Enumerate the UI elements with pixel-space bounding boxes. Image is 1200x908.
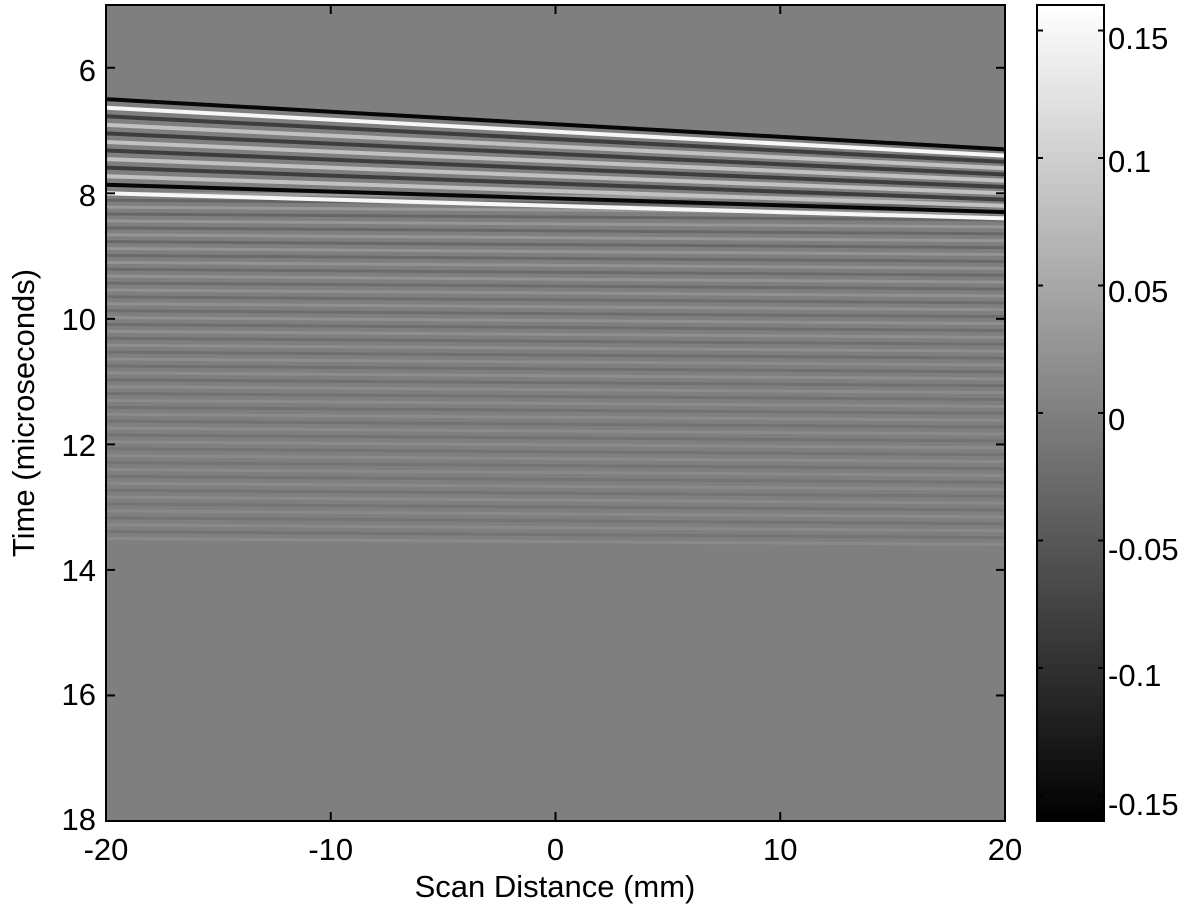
reflection-streak	[106, 122, 1005, 171]
ringing-line	[106, 253, 1005, 263]
ringing-line	[106, 357, 1005, 367]
ringing-line	[106, 509, 1005, 519]
x-tick-label: 10	[763, 832, 797, 867]
ringing-line	[106, 502, 1005, 512]
ringing-line	[106, 191, 1005, 201]
ringing-line	[106, 343, 1005, 353]
y-tick-marks	[106, 66, 1005, 822]
y-tick-label: 16	[62, 677, 96, 712]
ringing-line	[106, 267, 1005, 277]
reflection-streak	[106, 174, 1005, 208]
x-tick-label: 20	[988, 832, 1022, 867]
ringing-line	[106, 495, 1005, 505]
ringing-line	[106, 274, 1005, 284]
ringing-line	[106, 474, 1005, 484]
ringing-line	[106, 371, 1005, 381]
colorbar-tick-marks	[1037, 29, 1104, 797]
ringing-line	[106, 322, 1005, 332]
y-axis-label: Time (microseconds)	[6, 269, 41, 557]
ringing-line	[106, 419, 1005, 429]
reflection-streak	[106, 97, 1005, 152]
ringing-line	[106, 219, 1005, 229]
ringing-line	[106, 350, 1005, 360]
x-tick-marks	[105, 5, 1006, 821]
ringing-line	[106, 295, 1005, 305]
ringing-line	[106, 226, 1005, 236]
reflection-streak	[106, 165, 1005, 202]
reflection-streak	[106, 105, 1005, 158]
y-tick-label: 8	[79, 178, 96, 213]
ringing-line	[106, 412, 1005, 422]
ringing-line	[106, 537, 1005, 547]
colorbar-tick-label: -0.1	[1108, 658, 1161, 693]
ringing-line	[106, 260, 1005, 270]
ringing-line	[106, 233, 1005, 243]
reflection-streak	[106, 139, 1005, 183]
ringing-line	[106, 198, 1005, 208]
ringing-line	[106, 309, 1005, 319]
reflection-streak	[106, 182, 1005, 215]
reflection-streak	[106, 191, 1005, 221]
x-tick-label: -20	[84, 832, 129, 867]
ringing-line	[106, 481, 1005, 491]
y-tick-label: 14	[62, 553, 96, 588]
y-tick-label: 18	[62, 802, 96, 837]
ringing-line	[106, 454, 1005, 464]
reflection-band	[106, 97, 1005, 221]
ringing-line	[106, 385, 1005, 395]
colorbar-tick-label: 0	[1108, 402, 1125, 437]
colorbar-tick-label: -0.15	[1108, 787, 1179, 822]
ringing-line	[106, 398, 1005, 408]
ringing-line	[106, 316, 1005, 326]
x-axis-label: Scan Distance (mm)	[415, 869, 696, 904]
ringing-line	[106, 212, 1005, 222]
ringing-line	[106, 488, 1005, 498]
ringing-line	[106, 405, 1005, 415]
ringing-line	[106, 329, 1005, 339]
ringing-line	[106, 523, 1005, 533]
ringing-line	[106, 516, 1005, 526]
colorbar-tick-label: 0.05	[1108, 274, 1168, 309]
reflection-streak	[106, 114, 1005, 164]
ringing-lines	[106, 191, 1005, 547]
ringing-line	[106, 205, 1005, 215]
reflection-streak	[106, 131, 1005, 177]
colorbar-tick-label: 0.1	[1108, 144, 1151, 179]
ringing-line	[106, 247, 1005, 257]
reflection-streak	[106, 157, 1005, 196]
colorbar-tick-label: -0.05	[1108, 532, 1179, 567]
ringing-line	[106, 440, 1005, 450]
ringing-line	[106, 281, 1005, 291]
ringing-line	[106, 302, 1005, 312]
y-tick-label: 6	[79, 53, 96, 88]
ringing-line	[106, 433, 1005, 443]
ringing-line	[106, 288, 1005, 298]
ringing-line	[106, 336, 1005, 346]
ringing-line	[106, 364, 1005, 374]
ringing-line	[106, 530, 1005, 540]
x-tick-label: 0	[547, 832, 564, 867]
y-tick-label: 10	[62, 302, 96, 337]
ringing-line	[106, 378, 1005, 388]
colorbar-tick-label: 0.15	[1108, 21, 1168, 56]
ringing-line	[106, 467, 1005, 477]
ringing-line	[106, 426, 1005, 436]
reflection-streak	[106, 148, 1005, 190]
x-tick-label: -10	[308, 832, 353, 867]
y-tick-label: 12	[62, 428, 96, 463]
ringing-line	[106, 240, 1005, 250]
ringing-line	[106, 392, 1005, 402]
ringing-line	[106, 461, 1005, 471]
colorbar-gradient	[1037, 5, 1104, 821]
ringing-line	[106, 447, 1005, 457]
